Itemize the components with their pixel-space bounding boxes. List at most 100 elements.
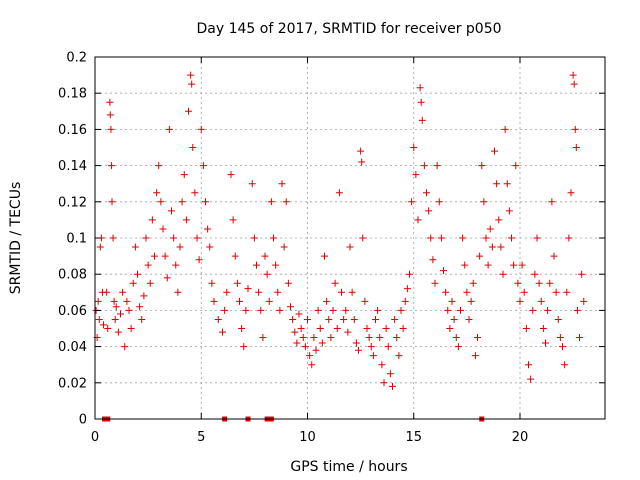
data-point <box>467 297 475 305</box>
data-point <box>516 297 524 305</box>
data-point <box>535 279 543 287</box>
data-point <box>103 288 111 296</box>
data-point <box>144 261 152 269</box>
data-point <box>121 343 129 351</box>
data-point <box>123 297 131 305</box>
data-point <box>497 243 505 251</box>
data-point <box>188 80 196 88</box>
y-tick-label: 0.1 <box>66 232 87 247</box>
data-point <box>259 334 267 342</box>
data-point <box>248 180 256 188</box>
data-point <box>108 198 116 206</box>
data-point <box>431 279 439 287</box>
data-point <box>180 171 188 179</box>
data-point <box>580 297 588 305</box>
y-tick-label: 0.02 <box>58 376 87 391</box>
data-point <box>420 162 428 170</box>
data-point <box>95 315 103 323</box>
data-point <box>571 125 579 133</box>
data-point <box>161 252 169 260</box>
data-point <box>342 306 350 314</box>
data-point <box>229 216 237 224</box>
data-point <box>350 315 358 323</box>
data-point <box>525 361 532 369</box>
data-point <box>459 234 467 242</box>
data-point <box>556 334 564 342</box>
data-point <box>446 325 454 332</box>
data-point <box>197 125 205 133</box>
data-point <box>395 352 403 360</box>
data-point <box>338 288 345 296</box>
data-point <box>109 234 117 242</box>
data-point <box>476 252 484 260</box>
grid-lines <box>95 57 605 419</box>
data-point <box>433 162 441 170</box>
data-point <box>542 339 549 347</box>
data-point <box>380 379 388 387</box>
data-point <box>191 189 199 197</box>
data-point <box>159 225 167 233</box>
data-point <box>272 261 280 269</box>
data-point <box>94 297 102 305</box>
data-point <box>561 361 569 369</box>
data-point <box>221 306 229 314</box>
data-point <box>253 261 260 269</box>
data-point <box>474 334 481 342</box>
data-point <box>153 189 161 197</box>
data-point <box>401 297 409 305</box>
data-point <box>297 325 305 332</box>
data-point <box>321 252 328 260</box>
y-axis-title: SRMTID / TECUs <box>8 182 24 295</box>
data-point <box>440 267 447 275</box>
data-point <box>202 198 209 206</box>
data-point <box>146 279 154 287</box>
data-point <box>206 243 214 251</box>
data-point <box>501 125 509 133</box>
data-point <box>96 243 104 251</box>
data-point <box>267 198 275 206</box>
data-point <box>486 225 494 233</box>
data-point <box>208 279 216 287</box>
data-point <box>548 198 556 206</box>
data-point <box>289 315 297 323</box>
data-point <box>250 234 258 242</box>
data-point <box>346 243 354 251</box>
data-point <box>429 256 437 264</box>
data-point <box>499 270 507 278</box>
data-point <box>369 352 377 360</box>
data-point <box>537 297 545 305</box>
data-point <box>108 162 116 170</box>
data-point <box>172 261 180 269</box>
data-point <box>265 297 273 305</box>
data-point <box>233 279 241 287</box>
data-point <box>491 147 498 155</box>
data-point <box>174 288 182 296</box>
data-point <box>531 270 539 278</box>
x-tick-label: 15 <box>405 430 422 445</box>
data-point <box>168 207 175 215</box>
data-point <box>276 306 284 314</box>
data-point <box>435 198 443 206</box>
data-point <box>418 116 426 124</box>
data-point <box>165 125 173 133</box>
data-point <box>469 279 477 287</box>
data-point <box>482 234 490 242</box>
data-point <box>106 111 114 119</box>
data-point <box>563 288 571 296</box>
data-point <box>376 334 384 342</box>
data-point <box>106 98 114 106</box>
data-point <box>361 297 369 305</box>
y-axis-tick-labels: 0 0.02 0.04 0.06 0.08 0.1 0.12 0.14 0.16 0.18 0.2 <box>58 51 87 428</box>
data-point <box>448 297 456 305</box>
data-point <box>508 234 515 242</box>
data-point <box>327 334 335 342</box>
data-point <box>452 334 460 342</box>
data-point <box>573 306 581 314</box>
data-point <box>363 325 371 332</box>
data-point <box>318 339 326 347</box>
data-point <box>157 198 165 206</box>
data-point <box>335 189 343 197</box>
data-point <box>552 288 560 296</box>
data-point <box>567 189 575 197</box>
data-point <box>484 261 492 269</box>
